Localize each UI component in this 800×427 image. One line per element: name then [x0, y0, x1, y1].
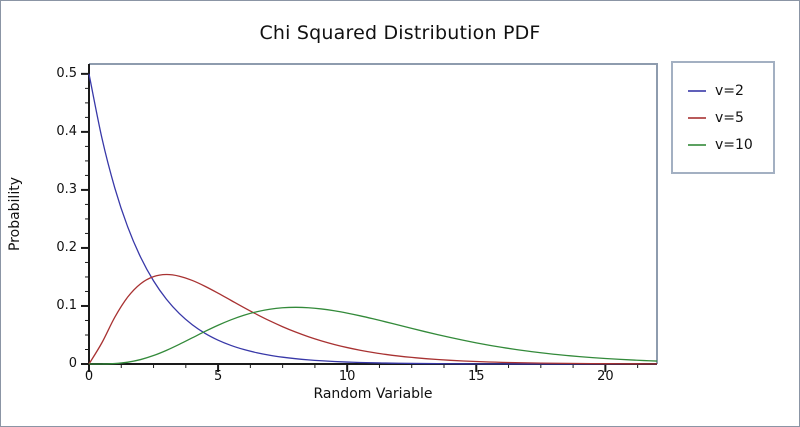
- y-tick-label: 0.5: [56, 65, 77, 81]
- x-axis-label: Random Variable: [313, 386, 433, 402]
- legend-item-v-10: v=10: [688, 137, 773, 153]
- legend-swatch-v-2-line: [688, 89, 706, 92]
- legend-item-v-2: v=2: [688, 83, 773, 99]
- y-tick-label: 0.3: [56, 181, 77, 197]
- x-tick-label: 15: [467, 369, 485, 384]
- chart-title: Chi Squared Distribution PDF: [259, 22, 541, 44]
- curve-v-2: [88, 73, 657, 365]
- y-tick-label: 0.4: [56, 123, 77, 139]
- y-tick-label: 0.2: [56, 239, 77, 255]
- x-tick-label: 0: [84, 369, 94, 384]
- legend-label: v=2: [715, 82, 744, 99]
- legend-item-v-5: v=5: [688, 110, 773, 126]
- y-tick-label: 0: [68, 356, 77, 371]
- legend-swatch-v-5-line: [688, 116, 706, 119]
- x-tick-label: 20: [597, 369, 614, 384]
- curve-v-5: [88, 273, 658, 365]
- x-tick-label: 10: [338, 369, 356, 384]
- x-tick-label: 5: [213, 369, 223, 384]
- curve-v-10: [88, 306, 658, 365]
- legend-label: v=10: [715, 136, 753, 153]
- legend-swatch-v-10-line: [688, 143, 706, 146]
- legend-label: v=5: [715, 109, 744, 126]
- legend: v=2 v=5 v=10: [671, 61, 775, 174]
- y-tick-label: 0.1: [56, 297, 77, 313]
